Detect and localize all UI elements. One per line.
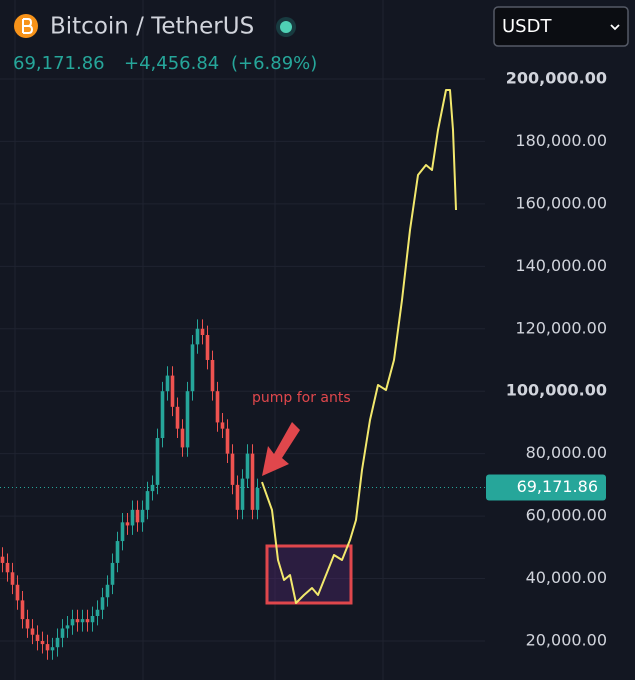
candle-body (255, 487, 260, 510)
candle-body (110, 562, 115, 585)
plot (0, 319, 260, 660)
candle-body (70, 619, 75, 626)
candle-body (195, 328, 200, 345)
candle-body (85, 619, 90, 623)
coin-icon-glyph (22, 18, 34, 34)
candle-body (15, 584, 20, 601)
annotation-arrow (262, 422, 300, 476)
y-tick-label: 100,000.00 (506, 381, 607, 400)
candle-body (225, 428, 230, 454)
highlight-box (265, 544, 353, 605)
candle-body (125, 522, 130, 526)
candle-body (40, 640, 45, 645)
candle-body (245, 453, 250, 479)
candle-body (150, 484, 155, 492)
candle-body (115, 541, 120, 563)
candle-body (230, 453, 235, 485)
candle-body (30, 628, 35, 635)
candle-body (0, 556, 5, 563)
header-change-percent: (+6.89%) (231, 53, 317, 74)
candle-body (50, 647, 55, 651)
candle-body (120, 522, 125, 542)
symbol-title: Bitcoin / TetherUS (50, 14, 254, 40)
candle-body (155, 438, 160, 485)
candle-body (95, 609, 100, 616)
candle-body (10, 572, 15, 585)
y-tick-label: 120,000.00 (515, 318, 607, 337)
candle-body (5, 562, 10, 573)
candle-body (160, 391, 165, 439)
y-tick-label: 200,000.00 (506, 68, 607, 87)
projection-line (261, 89, 457, 604)
candle-body (165, 375, 170, 392)
candle-body (90, 615, 95, 623)
candle-body (185, 391, 190, 448)
dropdown-box[interactable] (493, 6, 629, 47)
vertical-grid (14, 0, 384, 680)
candle-body (210, 359, 215, 392)
y-tick-label: 180,000.00 (515, 131, 607, 150)
projection (261, 89, 457, 604)
y-tick-label: 160,000.00 (515, 193, 607, 212)
candle-body (180, 428, 185, 448)
candle-body (145, 491, 150, 510)
candle-body (240, 478, 245, 510)
annotation: pump for ants (252, 390, 351, 406)
candle-body (215, 391, 220, 423)
candle-body (100, 597, 105, 610)
candle-body (130, 509, 135, 526)
candle-body (205, 335, 210, 360)
candle-body (35, 634, 40, 641)
candle-body (25, 619, 30, 629)
candle-body (65, 625, 70, 629)
y-tick-label: 40,000.00 (526, 568, 607, 587)
candle-body (105, 584, 110, 598)
candle-body (190, 344, 195, 392)
price-axis: 20,000.00 40,000.00 60,000.00 80,000.00 100,… (486, 68, 607, 649)
candle-body (200, 328, 205, 336)
dropdown-label[interactable]: USDT (502, 16, 552, 37)
last-price-tag (486, 474, 606, 501)
currency-dropdown[interactable]: USDT (493, 6, 629, 47)
candle-body (220, 422, 225, 429)
header-price: 69,171.86 (13, 53, 105, 74)
dropdown-chevron[interactable] (610, 24, 620, 31)
candle-body (45, 644, 50, 651)
candle-body (135, 509, 140, 523)
candle-body (170, 375, 175, 407)
y-tick-label: 20,000.00 (526, 630, 607, 649)
candle-body (80, 619, 85, 623)
candle-body (235, 484, 240, 510)
last-price-label: 69,171.86 (517, 477, 598, 496)
header-change: +4,456.84 (124, 53, 219, 74)
candle-body (175, 406, 180, 429)
candle-body (20, 600, 25, 620)
candle-body (60, 628, 65, 638)
candle-body (55, 637, 60, 648)
grid (0, 78, 485, 642)
candle-body (250, 453, 255, 510)
y-tick-label: 80,000.00 (526, 443, 607, 462)
y-tick-label: 60,000.00 (526, 506, 607, 525)
candle-body (75, 619, 80, 623)
y-tick-label: 140,000.00 (515, 256, 607, 275)
candle-body (140, 509, 145, 523)
status-dot (280, 21, 292, 33)
